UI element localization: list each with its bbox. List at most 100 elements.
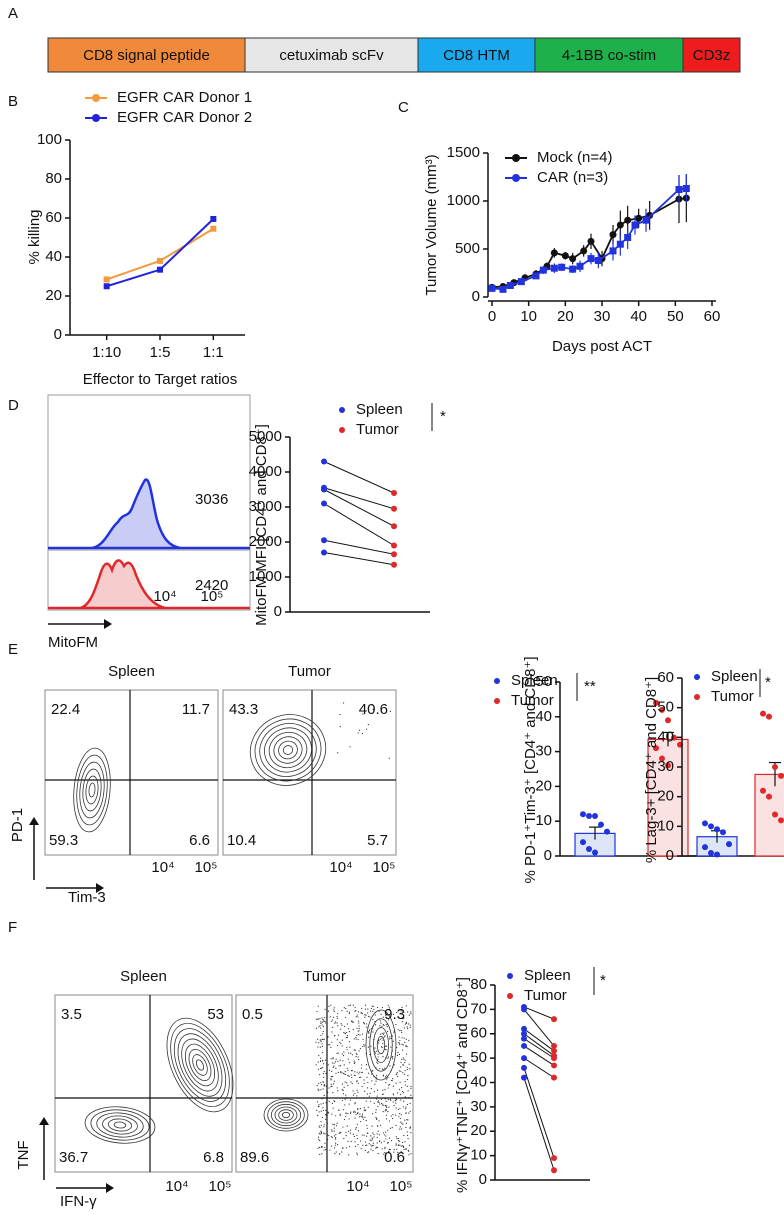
event-dot: [348, 1004, 350, 1007]
event-dot: [321, 1017, 323, 1019]
event-dot: [408, 1154, 410, 1156]
event-dot: [410, 1094, 412, 1096]
event-dot: [393, 1148, 395, 1151]
arrow-head: [96, 883, 104, 893]
event-dot: [375, 1111, 377, 1113]
dot: [521, 1055, 527, 1062]
event-dot: [362, 1038, 364, 1040]
event-dot: [330, 1004, 332, 1006]
marker: [635, 214, 643, 222]
dot: [653, 699, 659, 706]
event-dot: [376, 1142, 378, 1144]
event-dot: [374, 1011, 376, 1014]
quadrant-value: 9.3: [384, 1006, 405, 1023]
event-dot: [370, 1139, 372, 1141]
event-dot: [384, 1110, 386, 1112]
event-dot: [402, 1064, 404, 1066]
event-dot: [356, 1080, 358, 1082]
event-dot: [358, 1073, 360, 1075]
event-dot: [364, 1014, 366, 1016]
dot: [702, 844, 708, 851]
event-dot: [397, 1092, 399, 1094]
event-dot: [406, 1066, 408, 1068]
event-dot: [352, 1028, 354, 1031]
event-dot: [387, 1019, 390, 1021]
marker: [624, 216, 632, 224]
event-dot: [380, 1033, 382, 1035]
event-dot: [407, 1119, 409, 1121]
event-dot: [377, 1100, 380, 1102]
event-dot: [341, 1099, 344, 1102]
legend-label: Tumor: [356, 421, 399, 438]
event-dot: [355, 1113, 357, 1115]
event-dot: [388, 1137, 391, 1139]
event-dot: [377, 1056, 379, 1058]
dot: [391, 561, 397, 568]
y-tick-label: 40: [535, 708, 552, 725]
event-dot: [318, 1111, 320, 1113]
contour: [195, 1059, 205, 1071]
construct-segment: [417, 37, 536, 73]
event-dot: [341, 1151, 343, 1153]
event-dot: [349, 1132, 352, 1134]
event-dot: [405, 1021, 407, 1024]
event-dot: [390, 1037, 392, 1040]
legend-label: Spleen: [711, 668, 758, 685]
event-dot: [324, 1008, 326, 1010]
event-dot: [322, 1107, 324, 1109]
event-dot: [401, 1031, 403, 1033]
event-dot: [402, 1072, 404, 1074]
event-dot: [404, 1119, 406, 1121]
event-dot: [393, 1030, 396, 1032]
event-dot: [349, 1129, 352, 1131]
event-dot: [372, 1144, 374, 1147]
event-dot: [382, 1104, 384, 1107]
event-dot: [357, 1082, 359, 1084]
event-dot: [335, 1125, 338, 1127]
event-dot: [376, 1061, 378, 1063]
contour: [90, 1109, 150, 1141]
event-dot: [382, 1093, 384, 1096]
event-dot: [372, 1025, 374, 1027]
event-dot: [317, 1046, 319, 1048]
pair-line: [323, 503, 395, 546]
event-dot: [387, 1099, 389, 1101]
event-dot: [316, 1109, 318, 1111]
axis-tick-label: 10⁴: [151, 859, 174, 876]
event-dot: [393, 1151, 395, 1153]
event-dot: [321, 1051, 324, 1054]
pair-line: [523, 1033, 555, 1057]
event-dot: [350, 1052, 352, 1054]
event-dot: [319, 1046, 321, 1048]
event-dot: [348, 1130, 350, 1132]
event-dot: [321, 1098, 323, 1100]
event-dot: [326, 1019, 328, 1022]
event-dot: [351, 1020, 353, 1023]
event-dot: [364, 1090, 366, 1092]
marker: [616, 240, 624, 248]
event-dot: [367, 724, 369, 726]
quadrant-value: 11.7: [182, 701, 210, 718]
y-axis-label: % killing: [26, 209, 43, 264]
event-dot: [345, 1096, 347, 1099]
legend-label: Tumor: [524, 987, 567, 1004]
event-dot: [376, 1117, 378, 1120]
event-dot: [339, 1065, 342, 1067]
event-dot: [369, 1092, 371, 1094]
event-dot: [401, 1037, 403, 1039]
event-dot: [401, 1021, 403, 1023]
event-dot: [395, 1144, 397, 1146]
event-dot: [398, 1017, 400, 1019]
event-dot: [330, 1145, 333, 1147]
event-dot: [331, 1129, 333, 1131]
pair-line: [523, 1077, 555, 1171]
event-dot: [389, 710, 391, 712]
construct-label: CD8 HTM: [443, 47, 510, 64]
marker: [569, 255, 577, 263]
event-dot: [373, 1008, 375, 1010]
event-dot: [383, 1140, 385, 1142]
event-dot: [391, 1080, 393, 1082]
event-dot: [365, 1004, 367, 1006]
y-tick-label: 10: [657, 817, 674, 834]
event-dot: [361, 733, 364, 735]
